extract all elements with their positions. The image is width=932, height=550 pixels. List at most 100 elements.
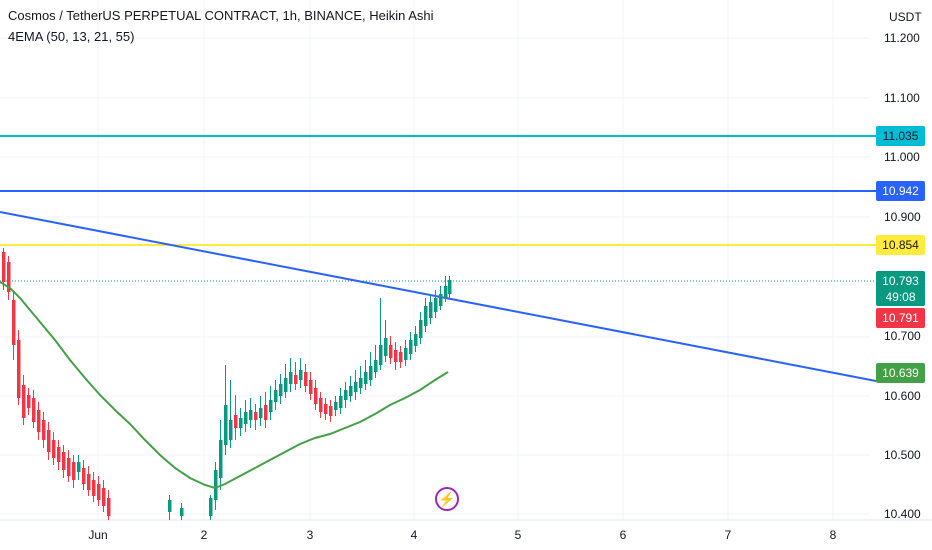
candle [97, 476, 101, 506]
grid [0, 0, 932, 521]
candle-body [314, 388, 318, 404]
candle-body [344, 390, 348, 400]
candle [214, 462, 218, 510]
candle-body [214, 470, 218, 500]
candle [42, 412, 46, 448]
candle [224, 365, 228, 455]
candle-body [244, 412, 248, 424]
candle-body [359, 378, 363, 388]
trendline [0, 211, 877, 382]
candle [259, 396, 263, 426]
candle [62, 445, 66, 478]
candle [369, 352, 373, 386]
candle [209, 495, 213, 520]
candle-body [47, 430, 51, 452]
candle [314, 380, 318, 410]
candle-body [97, 484, 101, 500]
candle [168, 495, 172, 520]
trendline [0, 211, 877, 382]
candle-body [294, 375, 298, 384]
candle [82, 460, 86, 490]
candle [334, 396, 338, 416]
candle-body [404, 348, 408, 360]
candle [279, 374, 283, 404]
candle-body [7, 262, 11, 292]
candle-body [369, 366, 373, 380]
candle-body [419, 320, 423, 338]
price-tick: 11.000 [884, 150, 920, 164]
candle [294, 362, 298, 390]
candle-body [17, 340, 21, 398]
indicator-legend[interactable]: 4EMA (50, 13, 21, 55) [8, 29, 135, 44]
candle-body [62, 452, 66, 470]
candle-body [424, 306, 428, 326]
time-tick: 2 [200, 528, 208, 542]
candle-body [168, 500, 172, 512]
candle-body [224, 405, 228, 445]
level-tag-2: 10.942 [876, 181, 925, 201]
bar-countdown: 49:08 [876, 289, 925, 306]
candle [304, 364, 308, 392]
time-tick: 3 [306, 528, 314, 542]
price-tick: 10.700 [884, 329, 921, 343]
candle-body [284, 378, 288, 392]
horizontal-levels [0, 135, 876, 282]
candle-body [394, 350, 398, 362]
candle-body [92, 480, 96, 496]
candle-body [399, 352, 403, 362]
candle [439, 286, 443, 310]
candle-body [57, 447, 61, 462]
bid-price-tag: 10.791 [876, 308, 925, 328]
candle [424, 298, 428, 332]
candle [284, 364, 288, 398]
candle [379, 298, 383, 370]
candle-body [279, 384, 283, 396]
candle [239, 408, 243, 436]
candle [219, 420, 223, 490]
trendline-price-tag: 10.639 [876, 363, 925, 383]
candles [2, 248, 452, 520]
candle [12, 290, 16, 360]
candle-body [72, 462, 76, 480]
price-tick: 10.600 [884, 389, 921, 403]
candle [329, 400, 333, 422]
candle-body [249, 410, 253, 420]
candle [92, 472, 96, 502]
candle [52, 432, 56, 465]
time-tick: 6 [619, 528, 627, 542]
candle [354, 370, 358, 400]
price-tick: 11.100 [884, 91, 920, 105]
candle [67, 450, 71, 482]
candle-body [37, 410, 41, 432]
candle [409, 332, 413, 360]
candle-body [264, 405, 268, 420]
ema-line [0, 281, 449, 490]
candle [264, 392, 268, 428]
candle [289, 358, 293, 392]
candle-body [414, 334, 418, 346]
candle-body [409, 340, 413, 354]
candle [27, 388, 31, 415]
candle [244, 400, 248, 432]
candle [274, 380, 278, 410]
price-tick: 11.200 [884, 31, 920, 45]
candle [47, 422, 51, 460]
candle-body [234, 415, 238, 428]
candle [269, 386, 273, 420]
candle [72, 455, 76, 488]
candle-body [274, 390, 278, 402]
candle [349, 376, 353, 402]
candle [374, 345, 378, 378]
candle-body [434, 298, 438, 312]
candle [180, 503, 184, 520]
candle-body [439, 294, 443, 306]
candle-body [429, 302, 433, 318]
candle [339, 388, 343, 414]
flash-icon[interactable]: ⚡ [435, 487, 459, 511]
time-tick: 4 [410, 528, 418, 542]
candle-body [82, 468, 86, 484]
candle [77, 455, 81, 480]
candle [229, 380, 233, 448]
